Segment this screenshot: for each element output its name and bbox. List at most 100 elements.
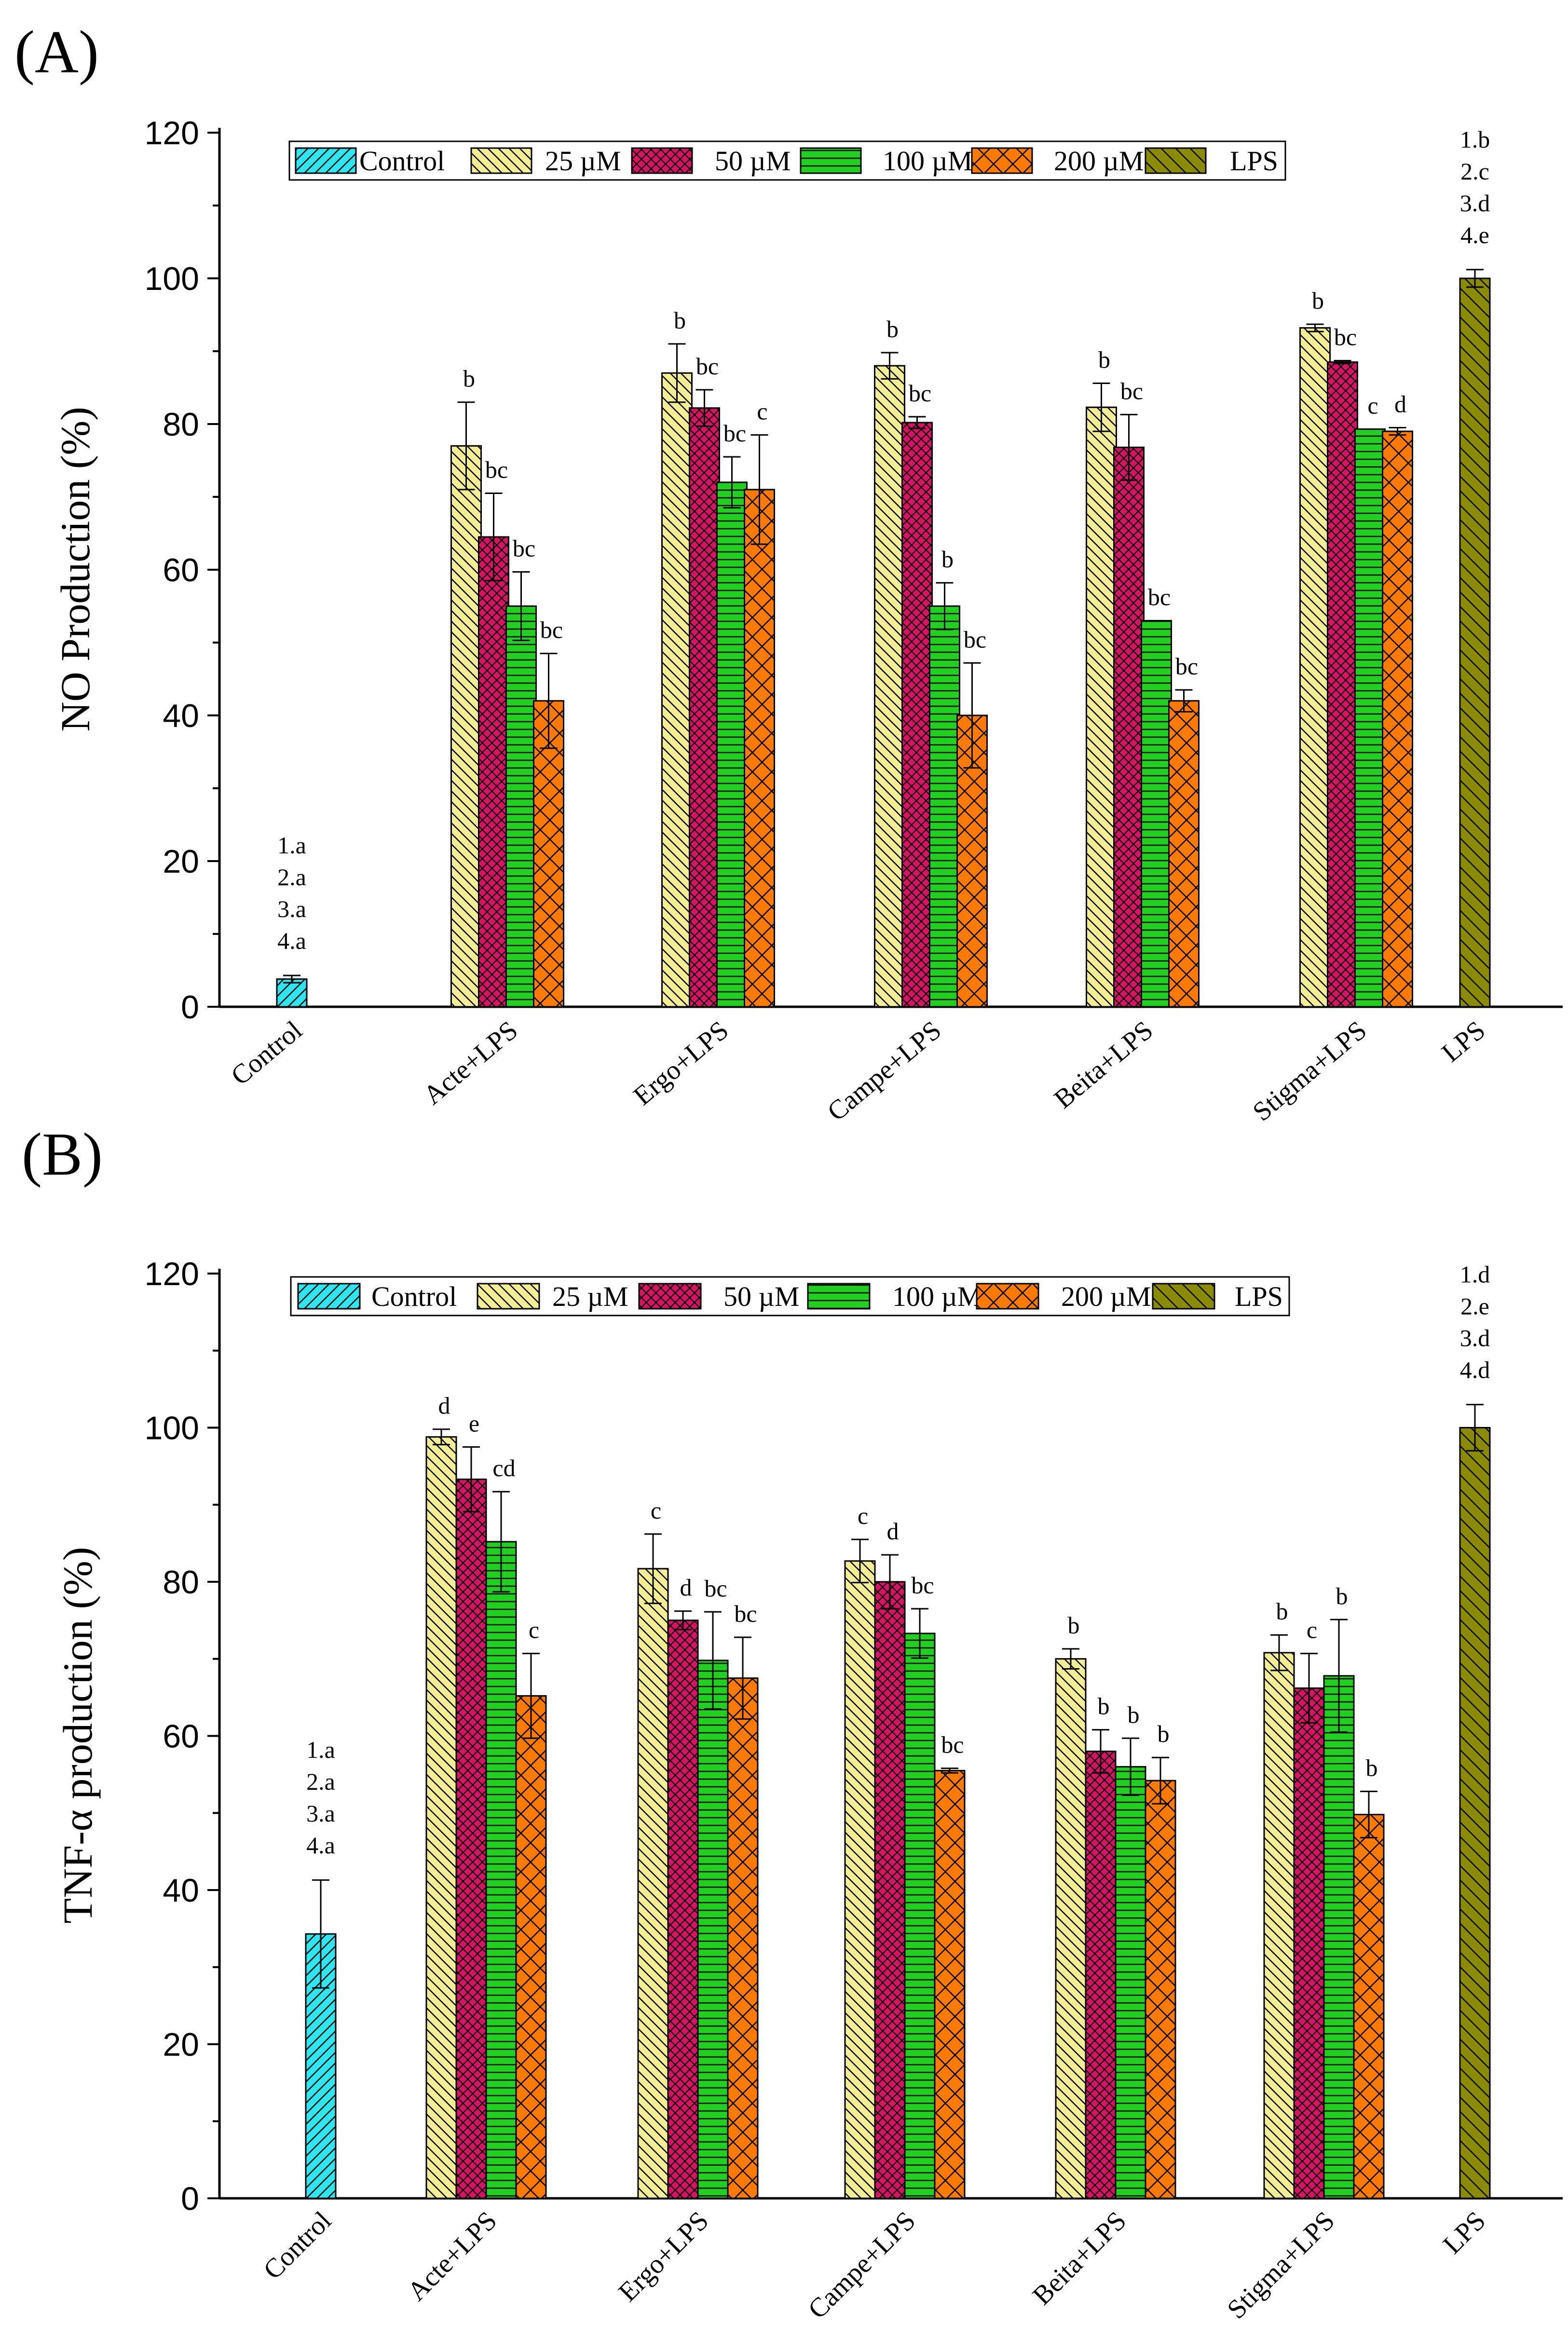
bar-acte-lps-200-m xyxy=(533,700,564,1008)
significance-label: e xyxy=(469,1410,479,1437)
significance-label: bc xyxy=(540,617,563,644)
legend-swatch-lps xyxy=(1152,1283,1215,1310)
x-tick-label-control: Control xyxy=(225,1015,308,1091)
significance-label: bc xyxy=(1334,324,1357,351)
bar-ergo-lps-50-m xyxy=(689,407,720,1008)
group-annotation: 1.b xyxy=(1460,126,1490,153)
group-annotation: 4.e xyxy=(1460,221,1489,248)
x-tick-label-ergo-lps: Ergo+LPS xyxy=(628,1015,735,1111)
significance-label: c xyxy=(757,398,767,425)
bar-lps-lps xyxy=(1459,277,1491,1008)
group-annotation: 3.d xyxy=(1460,1325,1490,1352)
bar-beita-lps-100-m xyxy=(1141,620,1172,1008)
chart-a: 0 20 40 60 80 100 120 Control 25 µM 50 µM 100 µM 20… xyxy=(145,115,1563,1127)
bar-beita-lps-100-m xyxy=(1115,1766,1146,2199)
x-tick-label-beita-lps: Beita+LPS xyxy=(1049,1015,1159,1114)
significance-label: cd xyxy=(492,1454,515,1481)
legend-swatch-25-m xyxy=(477,1283,540,1310)
x-tick-label-ergo-lps: Ergo+LPS xyxy=(613,2206,715,2307)
significance-label: bc xyxy=(1120,377,1143,404)
legend-swatch-control xyxy=(295,147,357,174)
legend-swatch-200-m xyxy=(976,1283,1039,1310)
significance-label: bc xyxy=(485,456,508,483)
bar-ergo-lps-100-m xyxy=(697,1659,729,2199)
legend-label-200-m: 200 µM xyxy=(1054,145,1144,177)
group-annotation: 4.a xyxy=(277,927,306,954)
bar-beita-lps-50-m xyxy=(1085,1750,1117,2199)
legend-label-100-m: 100 µM xyxy=(892,1281,982,1312)
bar-stigma-lps-25-m xyxy=(1299,327,1331,1008)
y-axis-label-a: NO Production (%) xyxy=(52,407,98,732)
significance-label: c xyxy=(1367,392,1378,419)
bar-stigma-lps-25-m xyxy=(1263,1652,1295,2199)
significance-label: c xyxy=(651,1497,661,1524)
y-tick-label: 40 xyxy=(163,1872,199,1909)
y-tick-label: 20 xyxy=(163,2027,199,2063)
bar-stigma-lps-200-m xyxy=(1382,430,1413,1008)
bar-campe-lps-50-m xyxy=(874,1581,906,2199)
y-tick-label: 80 xyxy=(163,1564,199,1601)
bar-ergo-lps-25-m xyxy=(637,1568,669,2199)
x-tick-label-campe-lps: Campe+LPS xyxy=(803,2206,922,2325)
bar-acte-lps-200-m xyxy=(515,1695,547,2199)
group-annotation: 3.a xyxy=(306,1800,335,1827)
group-annotation: 2.e xyxy=(1460,1293,1489,1320)
bar-stigma-lps-100-m xyxy=(1354,428,1386,1008)
legend-box-b xyxy=(290,1276,1290,1316)
y-tick-label: 80 xyxy=(163,406,199,443)
significance-label: b xyxy=(1366,1755,1378,1782)
x-tick-label-acte-lps: Acte+LPS xyxy=(418,1015,523,1110)
significance-label: bc xyxy=(723,420,746,447)
significance-label: d xyxy=(438,1392,450,1419)
bar-stigma-lps-50-m xyxy=(1293,1687,1325,2199)
legend-swatch-50-m xyxy=(638,1283,702,1310)
bar-campe-lps-100-m xyxy=(904,1632,936,2199)
legend-swatch-control xyxy=(297,1283,361,1310)
y-tick-label: 100 xyxy=(145,1410,199,1447)
x-tick-label-stigma-lps: Stigma+LPS xyxy=(1222,2206,1341,2325)
significance-label: c xyxy=(1307,1617,1317,1644)
significance-label: b xyxy=(674,307,686,334)
x-tick-label-acte-lps: Acte+LPS xyxy=(402,2206,503,2306)
y-axis-label-b: TNF-α production (%) xyxy=(55,1547,101,1924)
group-annotation: 4.d xyxy=(1460,1357,1490,1384)
significance-label: bc xyxy=(734,1600,757,1627)
legend-box-a xyxy=(288,140,1286,181)
bar-acte-lps-100-m xyxy=(505,605,537,1008)
significance-label: bc xyxy=(704,1575,727,1602)
group-annotation: 1.a xyxy=(306,1736,335,1763)
significance-label: d xyxy=(680,1574,692,1601)
group-annotation: 2.a xyxy=(306,1768,335,1795)
bar-campe-lps-200-m xyxy=(934,1769,966,2199)
legend-label-200-m: 200 µM xyxy=(1061,1281,1151,1312)
legend-swatch-50-m xyxy=(631,147,693,174)
y-tick-label: 100 xyxy=(145,260,199,297)
bar-ergo-lps-200-m xyxy=(727,1677,759,2199)
x-tick-label-beita-lps: Beita+LPS xyxy=(1027,2206,1132,2311)
significance-label: b xyxy=(1276,1598,1288,1625)
significance-label: b xyxy=(1158,1720,1170,1747)
significance-label: d xyxy=(1394,391,1406,418)
significance-label: bc xyxy=(513,535,535,562)
group-annotation: 2.a xyxy=(277,864,306,891)
significance-label: b xyxy=(1098,346,1110,373)
panel-label-b: (B) xyxy=(22,1121,103,1188)
bar-campe-lps-100-m xyxy=(929,605,960,1008)
group-annotation: 2.c xyxy=(1460,158,1489,185)
group-annotation: 3.a xyxy=(277,895,306,922)
significance-label: b xyxy=(1068,1612,1080,1639)
y-tick-label: 40 xyxy=(163,698,199,734)
y-tick-label: 0 xyxy=(181,2180,199,2217)
legend-swatch-200-m xyxy=(971,147,1033,174)
bar-acte-lps-25-m xyxy=(425,1436,457,2199)
x-tick-label-lps: LPS xyxy=(1436,1015,1491,1068)
bar-beita-lps-50-m xyxy=(1113,446,1145,1008)
bar-stigma-lps-100-m xyxy=(1323,1675,1355,2199)
y-tick-label: 60 xyxy=(163,1718,199,1755)
bar-acte-lps-50-m xyxy=(455,1479,487,2199)
legend-label-lps: LPS xyxy=(1230,145,1278,177)
legend-swatch-lps xyxy=(1145,147,1207,174)
bar-ergo-lps-100-m xyxy=(716,481,748,1008)
legend-label-control: Control xyxy=(371,1281,457,1312)
x-tick-label-lps: LPS xyxy=(1437,2206,1491,2260)
